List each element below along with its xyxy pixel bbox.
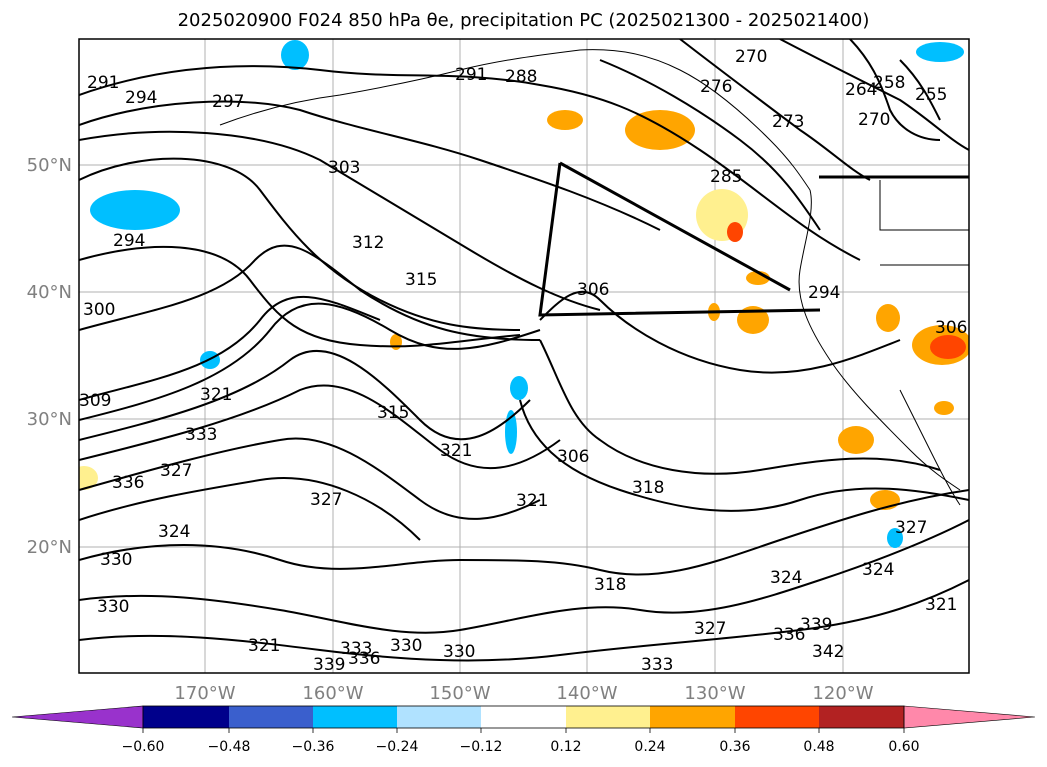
contour-label: 336 <box>773 625 805 645</box>
contour-label: 324 <box>158 522 190 542</box>
contour-label: 327 <box>895 518 927 538</box>
colorbar: −0.60 −0.48 −0.36 −0.24 −0.12 0.12 0.24 … <box>11 705 1036 755</box>
colorbar-tick-label: 0.36 <box>719 739 750 755</box>
contour-label: 321 <box>248 636 280 656</box>
colorbar-segment <box>229 706 313 728</box>
contour-label: 321 <box>925 595 957 615</box>
contour-label: 330 <box>100 550 132 570</box>
contour-label: 324 <box>770 568 802 588</box>
colorbar-segment <box>143 706 229 728</box>
lon-label: 160°W <box>302 683 363 704</box>
colorbar-tick-label: 0.24 <box>634 739 665 755</box>
contour-label: 324 <box>862 560 894 580</box>
colorbar-segment <box>397 706 481 728</box>
contour-label: 321 <box>440 441 472 461</box>
contour-label: 312 <box>352 233 384 253</box>
contour-label: 288 <box>505 67 537 87</box>
lon-label: 150°W <box>429 683 490 704</box>
lat-labels: 50°N 40°N 30°N 20°N <box>27 155 72 558</box>
contour-label: 342 <box>812 642 844 662</box>
contour-label: 294 <box>125 88 157 108</box>
precip-shading <box>79 40 969 548</box>
contour-labels: 291 294 297 303 312 315 300 309 321 333 … <box>79 47 967 675</box>
lat-label: 50°N <box>27 155 72 176</box>
contour-label: 327 <box>310 490 342 510</box>
contour-label: 330 <box>443 642 475 662</box>
contour-label: 303 <box>328 158 360 178</box>
theta-e-contours <box>79 39 969 662</box>
contour-label: 264 <box>845 80 877 100</box>
contour-label: 258 <box>873 73 905 93</box>
lon-label: 120°W <box>812 683 873 704</box>
contour-label: 318 <box>594 575 626 595</box>
colorbar-segment <box>313 706 397 728</box>
contour-label: 321 <box>516 491 548 511</box>
colorbar-tick-label: 0.60 <box>888 739 919 755</box>
lon-label: 170°W <box>174 683 235 704</box>
contour-label: 276 <box>700 77 732 97</box>
colorbar-tick-label: −0.12 <box>460 739 503 755</box>
contour-label: 330 <box>97 597 129 617</box>
lat-label: 40°N <box>27 282 72 303</box>
lon-label: 130°W <box>684 683 745 704</box>
contour-label: 327 <box>160 461 192 481</box>
contour-label: 285 <box>710 167 742 187</box>
colorbar-segment <box>481 706 566 728</box>
colorbar-tick-label: −0.24 <box>376 739 419 755</box>
outlined-region <box>538 161 969 317</box>
contour-label: 315 <box>405 270 437 290</box>
contour-label: 297 <box>212 92 244 112</box>
contour-label: 270 <box>858 110 890 130</box>
lat-label: 30°N <box>27 409 72 430</box>
contour-label: 336 <box>348 649 380 669</box>
colorbar-tick-label: −0.60 <box>122 739 165 755</box>
colorbar-tick-label: −0.48 <box>208 739 251 755</box>
contour-label: 273 <box>772 112 804 132</box>
colorbar-tick-label: −0.36 <box>292 739 335 755</box>
contour-label: 255 <box>915 85 947 105</box>
colorbar-segment <box>650 706 735 728</box>
colorbar-tick-label: 0.12 <box>550 739 581 755</box>
map-title: 2025020900 F024 850 hPa θe, precipitatio… <box>177 10 870 31</box>
contour-label: 306 <box>557 447 589 467</box>
lon-labels: 170°W 160°W 150°W 140°W 130°W 120°W <box>174 683 873 704</box>
contour-label: 291 <box>455 65 487 85</box>
contour-label: 270 <box>735 47 767 67</box>
contour-label: 330 <box>390 636 422 656</box>
contour-label: 291 <box>87 73 119 93</box>
colorbar-segment <box>735 706 819 728</box>
contour-label: 315 <box>377 403 409 423</box>
contour-label: 333 <box>641 655 673 675</box>
colorbar-frame <box>142 705 905 729</box>
contour-label: 333 <box>340 639 372 659</box>
colorbar-segment <box>819 706 904 728</box>
contour-label: 333 <box>185 425 217 445</box>
coastlines <box>219 49 969 506</box>
contour-label: 309 <box>79 391 111 411</box>
contour-label: 321 <box>200 385 232 405</box>
contour-label: 336 <box>112 473 144 493</box>
contour-label: 327 <box>694 619 726 639</box>
contour-label: 339 <box>800 615 832 635</box>
contour-label: 306 <box>577 280 609 300</box>
contour-label: 294 <box>113 231 145 251</box>
colorbar-tick-label: 0.48 <box>803 739 834 755</box>
lat-label: 20°N <box>27 537 72 558</box>
colorbar-segment <box>566 706 650 728</box>
contour-label: 306 <box>935 318 967 338</box>
contour-label: 300 <box>83 300 115 320</box>
lon-label: 140°W <box>556 683 617 704</box>
colorbar-extend-max <box>903 705 1036 729</box>
contour-label: 339 <box>313 655 345 675</box>
colorbar-extend-min <box>11 705 144 729</box>
map-frame <box>78 38 970 674</box>
contour-label: 294 <box>808 283 840 303</box>
contour-label: 318 <box>632 478 664 498</box>
